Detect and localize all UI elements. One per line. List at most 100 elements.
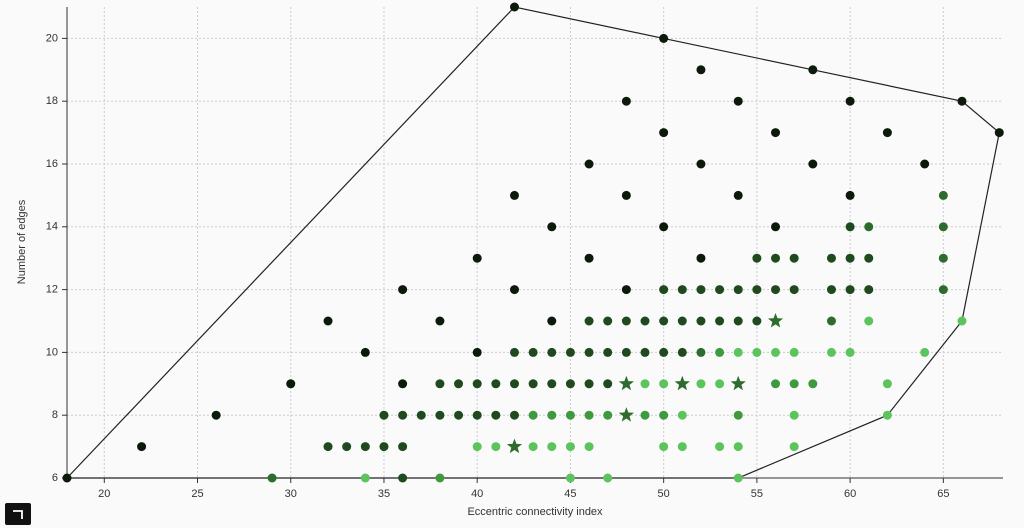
point (733, 190, 743, 200)
point (640, 410, 650, 420)
x-tick-label: 50 (658, 488, 670, 500)
point (547, 410, 557, 420)
point (733, 316, 743, 326)
point (621, 316, 631, 326)
point (360, 473, 370, 483)
point (715, 347, 725, 357)
point (845, 347, 855, 357)
point (659, 316, 669, 326)
point (323, 442, 333, 452)
point (733, 285, 743, 295)
point (845, 190, 855, 200)
point (938, 222, 948, 232)
point (771, 253, 781, 263)
point (730, 375, 746, 391)
point (584, 379, 594, 389)
point (826, 316, 836, 326)
point (528, 379, 538, 389)
point (808, 379, 818, 389)
point (864, 253, 874, 263)
point (864, 285, 874, 295)
point (677, 347, 687, 357)
point (528, 347, 538, 357)
point (733, 347, 743, 357)
point (584, 316, 594, 326)
point (398, 442, 408, 452)
point (789, 285, 799, 295)
point (938, 190, 948, 200)
point (603, 410, 613, 420)
point (677, 285, 687, 295)
y-tick-label: 16 (46, 158, 58, 170)
x-tick-label: 30 (285, 488, 297, 500)
point (767, 313, 784, 328)
point (472, 410, 482, 420)
point (696, 285, 706, 295)
point (733, 473, 743, 483)
button-bg[interactable] (5, 503, 31, 525)
point (491, 442, 501, 452)
point (659, 128, 669, 138)
point (696, 159, 706, 169)
y-tick-label: 18 (46, 95, 58, 107)
point (565, 347, 575, 357)
point (882, 128, 892, 138)
x-tick-label: 20 (98, 488, 110, 500)
point (789, 253, 799, 263)
point (454, 410, 464, 420)
point (789, 347, 799, 357)
point (435, 473, 445, 483)
point (808, 65, 818, 75)
x-tick-label: 35 (378, 488, 390, 500)
point (584, 347, 594, 357)
point (565, 379, 575, 389)
point (752, 316, 762, 326)
point (882, 379, 892, 389)
point (845, 96, 855, 106)
point (584, 442, 594, 452)
point (565, 473, 575, 483)
point (994, 128, 1004, 138)
point (547, 316, 557, 326)
point (342, 442, 352, 452)
point (509, 410, 519, 420)
point (137, 442, 147, 452)
point (845, 222, 855, 232)
point (677, 410, 687, 420)
point (472, 253, 482, 263)
point (864, 222, 874, 232)
point (752, 285, 762, 295)
x-tick-label: 60 (844, 488, 856, 500)
point (528, 410, 538, 420)
point (547, 347, 557, 357)
y-tick-label: 6 (52, 472, 58, 484)
point (789, 379, 799, 389)
point (659, 379, 669, 389)
point (957, 96, 967, 106)
point (286, 379, 296, 389)
point (360, 347, 370, 357)
point (733, 96, 743, 106)
point (509, 379, 519, 389)
point (618, 375, 634, 391)
point (715, 316, 725, 326)
button-icon[interactable] (13, 510, 23, 519)
point (882, 410, 892, 420)
point (398, 285, 408, 295)
point (845, 253, 855, 263)
x-tick-label: 65 (937, 488, 949, 500)
hull (66, 6, 1000, 479)
point (696, 316, 706, 326)
point (659, 33, 669, 43)
point (398, 473, 408, 483)
point (677, 316, 687, 326)
point (584, 159, 594, 169)
corner-button[interactable] (5, 503, 31, 525)
point (379, 442, 389, 452)
x-tick-label: 40 (471, 488, 483, 500)
point (845, 285, 855, 295)
point (454, 379, 464, 389)
point (603, 379, 613, 389)
point (826, 347, 836, 357)
point (696, 253, 706, 263)
